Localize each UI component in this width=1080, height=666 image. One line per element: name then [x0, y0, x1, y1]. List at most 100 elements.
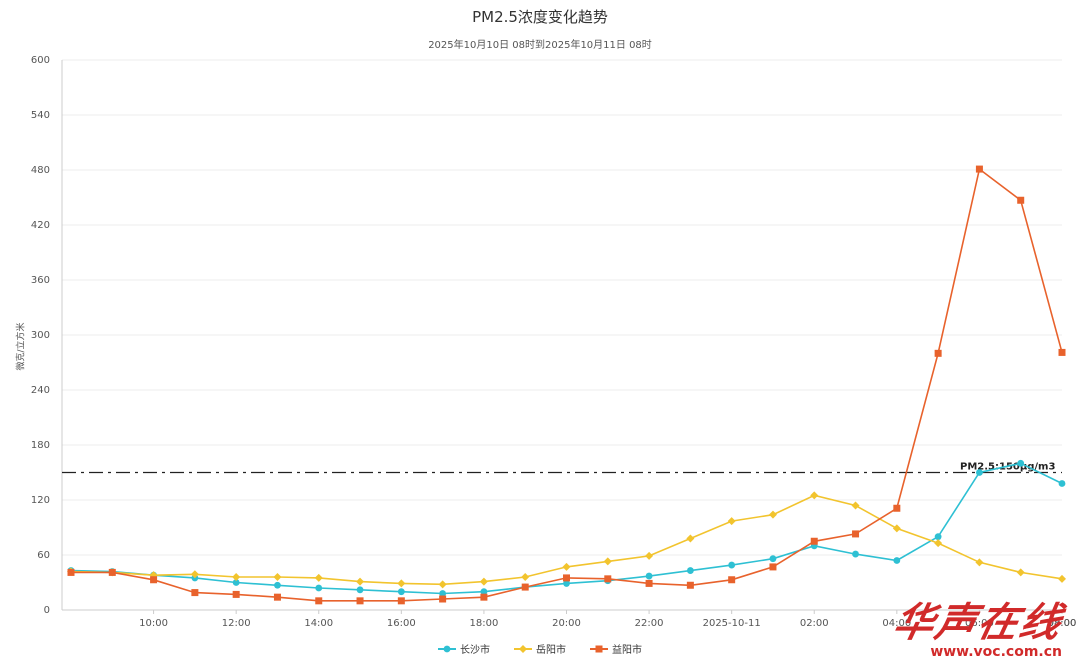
data-point [852, 550, 859, 558]
data-point [1016, 568, 1025, 577]
data-point [1058, 574, 1066, 583]
watermark: 华声在线 www.voc.com.cn [889, 599, 1067, 660]
legend-item[interactable]: 长沙市 [438, 641, 490, 656]
data-point [314, 573, 323, 582]
data-point [604, 575, 612, 583]
x-tick-label: 14:00 [304, 618, 333, 629]
x-tick-label: 12:00 [222, 618, 251, 629]
data-point [1017, 459, 1025, 467]
y-tick-label: 420 [31, 220, 50, 231]
legend-label: 长沙市 [460, 645, 490, 656]
data-point [232, 579, 240, 586]
data-point [852, 530, 860, 538]
series-group [67, 165, 1066, 605]
data-point [67, 568, 75, 576]
y-tick-label: 120 [31, 495, 50, 506]
data-point [810, 537, 818, 545]
data-point [975, 558, 984, 567]
x-tick-label: 02:00 [800, 618, 829, 629]
watermark-url: www.voc.com.cn [930, 644, 1062, 660]
legend-swatch [438, 645, 456, 652]
data-point [1058, 480, 1066, 487]
legend: 长沙市 岳阳市 益阳市 [0, 641, 1080, 656]
data-point [479, 577, 488, 586]
x-tick-label: 08:00 [1048, 618, 1077, 629]
data-point [727, 517, 736, 526]
data-point [397, 588, 405, 596]
legend-label: 益阳市 [612, 645, 642, 656]
legend-item[interactable]: 岳阳市 [514, 641, 566, 656]
data-point [934, 533, 942, 541]
legend-swatch [590, 645, 608, 652]
x-tick-label: 22:00 [635, 618, 664, 629]
chart-title: PM2.5浓度变化趋势 [472, 8, 608, 26]
data-point [356, 586, 364, 594]
data-point [645, 579, 653, 587]
series-line [70, 494, 1063, 586]
data-point [934, 539, 943, 548]
data-point [273, 593, 281, 601]
legend-swatch [514, 644, 532, 653]
data-point [934, 349, 942, 357]
data-point [397, 597, 405, 605]
chart-subtitle: 2025年10月10日 08时到2025年10月11日 08时 [428, 40, 652, 51]
data-point [563, 574, 570, 582]
grid-lines [61, 59, 1062, 611]
data-point [686, 581, 694, 589]
series-2 [67, 491, 1066, 589]
data-point [728, 561, 736, 569]
data-point [645, 572, 653, 580]
data-point [521, 573, 530, 581]
series-line [71, 167, 1063, 602]
data-point [191, 589, 199, 597]
data-point [975, 165, 983, 173]
x-tick-label: 18:00 [470, 618, 499, 629]
data-point [480, 588, 488, 596]
data-point [480, 593, 488, 601]
data-point [108, 568, 116, 576]
x-tick-labels: 08:00 10:00 12:00 14:00 16:00 18:00 20:00 22:00… [139, 610, 1076, 629]
data-point [851, 501, 860, 510]
x-tick-label: 06:00 [965, 618, 994, 629]
data-point [645, 551, 654, 560]
data-point [356, 577, 365, 586]
data-point [893, 504, 901, 512]
data-point [439, 595, 447, 603]
series-3 [67, 165, 1066, 605]
legend-label: 岳阳市 [536, 645, 566, 656]
data-point [603, 557, 612, 566]
reference-line: PM2.5:150μg/m3 [62, 462, 1062, 474]
data-point [976, 469, 983, 476]
x-tick-label: 10:00 [139, 618, 168, 629]
y-tick-label: 480 [31, 165, 50, 176]
data-point [439, 590, 447, 597]
data-point [686, 534, 695, 543]
data-point [1058, 348, 1066, 356]
y-tick-label: 300 [31, 330, 50, 341]
x-tick-label: 08:00 [1048, 618, 1077, 629]
data-point [232, 573, 241, 581]
data-point [892, 524, 901, 533]
data-point [232, 590, 240, 598]
data-point [315, 584, 323, 592]
x-tick-label: 16:00 [387, 618, 416, 629]
data-point [686, 567, 694, 574]
data-point [315, 597, 323, 605]
data-point [728, 576, 736, 584]
x-tick-label: 2025-10-11 [703, 618, 761, 629]
data-point [768, 510, 777, 519]
data-point [356, 597, 364, 605]
data-point [273, 573, 282, 581]
data-point [769, 563, 777, 571]
data-point [190, 570, 199, 579]
data-point [274, 581, 281, 589]
data-point [563, 580, 570, 587]
y-tick-label: 600 [31, 55, 50, 66]
series-line [70, 462, 1063, 595]
y-tick-label: 360 [31, 275, 50, 286]
legend-item[interactable]: 益阳市 [590, 641, 642, 656]
y-tick-label: 180 [31, 440, 50, 451]
data-point [521, 583, 529, 591]
data-point [562, 562, 571, 571]
